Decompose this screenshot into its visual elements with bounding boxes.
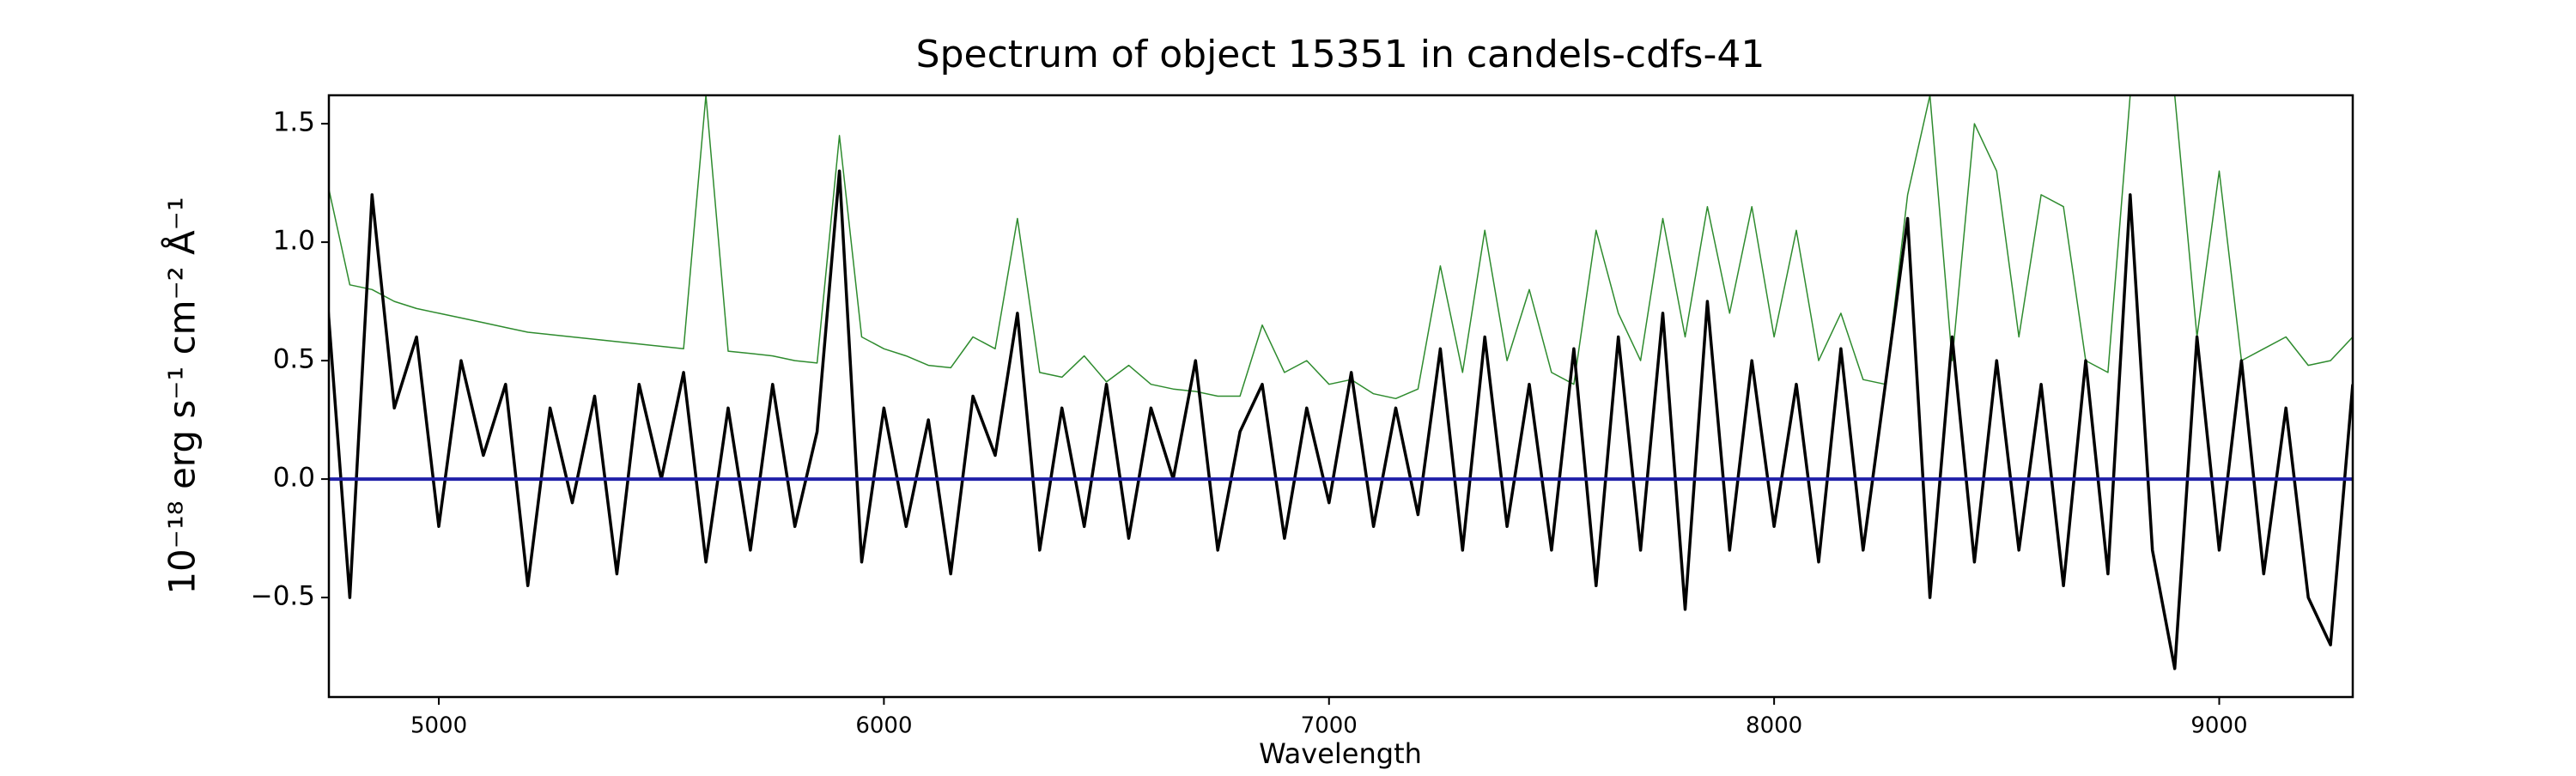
x-tick-label: 6000 [855, 713, 912, 739]
spectrum-line [329, 95, 2353, 400]
x-tick-label: 8000 [1746, 713, 1802, 739]
axes-frame [327, 94, 2354, 699]
y-tick-label: −0.5 [251, 581, 315, 612]
x-axis-label: Wavelength [1259, 737, 1422, 770]
y-tick-label: 0.0 [273, 463, 315, 494]
x-tick-label: 7000 [1301, 713, 1358, 739]
x-tick-label: 9000 [2190, 713, 2247, 739]
y-tick-label: 0.5 [273, 344, 315, 375]
y-tick-label: 1.5 [273, 107, 315, 138]
spectrum-line [329, 169, 2353, 670]
x-tick-label: 5000 [410, 713, 467, 739]
y-tick-label: 1.0 [273, 226, 315, 257]
plot-area [329, 95, 2353, 670]
chart-title: Spectrum of object 15351 in candels-cdfs… [916, 33, 1765, 76]
y-axis-label: 10⁻¹⁸ erg s⁻¹ cm⁻² Å⁻¹ [161, 197, 204, 594]
